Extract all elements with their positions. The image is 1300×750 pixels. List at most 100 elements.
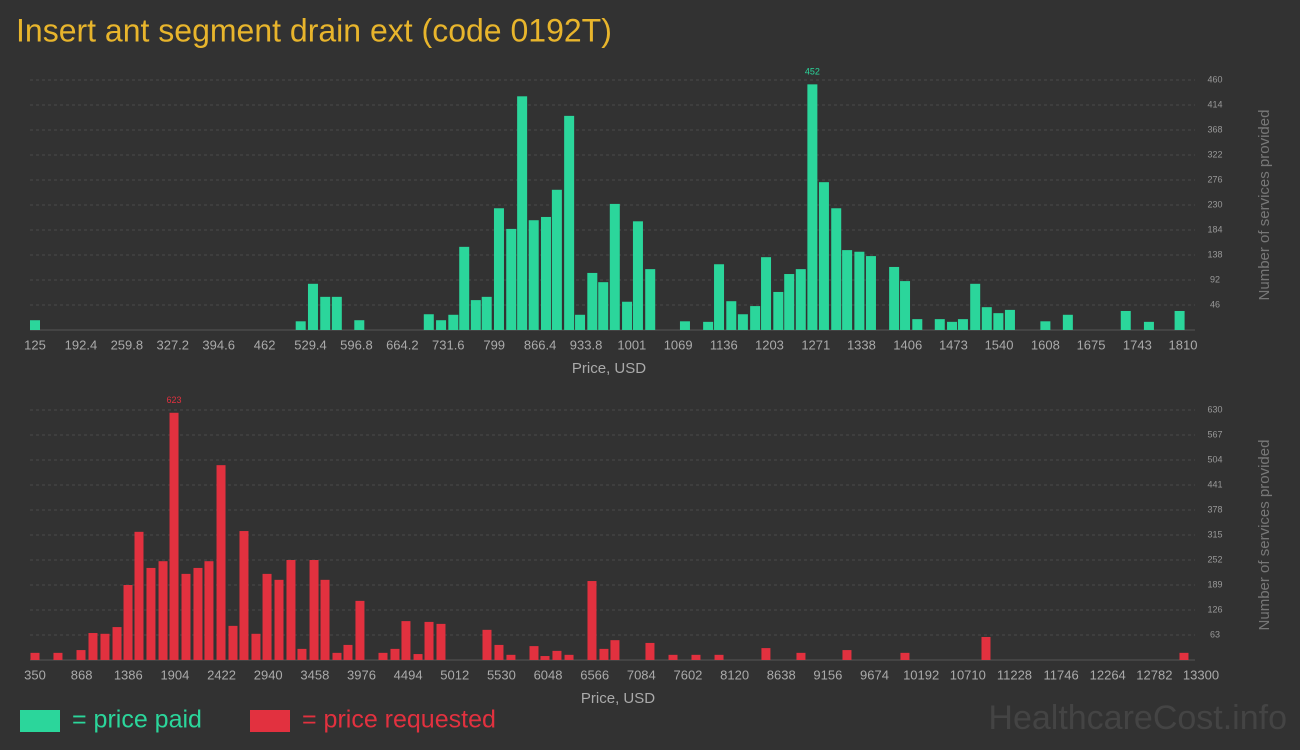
x-tick-label: 6048: [534, 667, 563, 682]
bar: [320, 296, 331, 330]
bar: [134, 531, 144, 660]
x-tick-label: 1406: [893, 337, 922, 352]
bar: [262, 573, 272, 660]
y-tick-label: 368: [1207, 124, 1222, 134]
bar: [691, 654, 701, 660]
y-tick-label: 315: [1207, 529, 1222, 539]
bar: [761, 257, 772, 330]
bar: [912, 319, 923, 330]
y-tick-label: 441: [1207, 479, 1222, 489]
watermark: HealthcareCost.info: [988, 699, 1287, 737]
chart-title: Insert ant segment drain ext (code 0192T…: [16, 12, 612, 48]
value-label: 623: [167, 395, 182, 405]
bar: [807, 84, 818, 330]
x-tick-label: 8638: [767, 667, 796, 682]
legend-swatch: [20, 710, 60, 732]
bar: [112, 627, 122, 660]
bar: [750, 306, 761, 330]
bar: [957, 319, 968, 330]
bar: [517, 96, 528, 330]
bar: [146, 567, 156, 660]
bar: [598, 282, 609, 330]
bar: [239, 531, 249, 660]
bar: [424, 621, 434, 660]
y-tick-label: 460: [1207, 74, 1222, 84]
x-tick-label: 1608: [1031, 337, 1060, 352]
bar: [53, 652, 63, 660]
x-tick-label: 4494: [394, 667, 423, 682]
bar: [842, 250, 853, 330]
bar: [1120, 310, 1131, 330]
x-tick-label: 664.2: [386, 337, 419, 352]
bar: [610, 640, 620, 660]
x-tick-label: 1001: [617, 337, 646, 352]
x-tick-label: 12782: [1136, 667, 1172, 682]
bar: [169, 412, 179, 660]
bar: [506, 228, 517, 330]
bar: [818, 182, 829, 330]
x-tick-label: 9156: [813, 667, 842, 682]
bar: [1143, 321, 1154, 330]
y-tick-label: 189: [1207, 579, 1222, 589]
x-tick-label: 1810: [1169, 337, 1198, 352]
x-tick-label: 596.8: [340, 337, 373, 352]
bar: [470, 300, 481, 330]
bar: [703, 321, 714, 330]
bar: [575, 314, 586, 330]
y-axis-label: Number of services provided: [1256, 110, 1273, 301]
x-tick-label: 529.4: [294, 337, 327, 352]
y-tick-label: 46: [1210, 299, 1220, 309]
y-axis-label: Number of services provided: [1256, 440, 1273, 631]
bar: [309, 560, 319, 660]
y-tick-label: 322: [1207, 149, 1222, 159]
x-tick-label: 12264: [1090, 667, 1126, 682]
bar: [970, 283, 981, 330]
x-tick-label: 394.6: [202, 337, 235, 352]
x-tick-label: 125: [24, 337, 46, 352]
bar: [714, 654, 724, 660]
bar: [343, 644, 353, 660]
y-tick-label: 230: [1207, 199, 1222, 209]
bar: [286, 560, 296, 660]
x-tick-label: 1136: [710, 337, 738, 352]
y-tick-label: 126: [1207, 604, 1222, 614]
y-tick-label: 630: [1207, 404, 1222, 414]
bar: [842, 650, 852, 660]
bar: [423, 314, 434, 330]
x-tick-label: 1473: [939, 337, 968, 352]
x-tick-label: 13300: [1183, 667, 1219, 682]
x-axis-label: Price, USD: [572, 360, 646, 377]
bar: [1062, 314, 1073, 330]
bar: [1179, 652, 1189, 660]
y-tick-label: 414: [1207, 99, 1222, 109]
bar: [679, 321, 690, 330]
bar: [413, 654, 423, 660]
y-tick-label: 567: [1207, 429, 1222, 439]
bar: [216, 465, 226, 660]
bar: [307, 283, 318, 330]
x-tick-label: 1203: [755, 337, 784, 352]
bar: [332, 652, 342, 660]
bar: [726, 301, 737, 330]
x-tick-label: 1743: [1123, 337, 1152, 352]
bar: [482, 629, 492, 660]
bar: [714, 264, 725, 330]
x-tick-label: 933.8: [570, 337, 603, 352]
legend-swatch: [250, 710, 290, 732]
x-tick-label: 731.6: [432, 337, 465, 352]
bar: [320, 579, 330, 660]
x-tick-label: 1271: [801, 337, 830, 352]
x-tick-label: 11746: [1043, 667, 1078, 682]
bar: [448, 314, 459, 330]
y-tick-label: 92: [1210, 274, 1220, 284]
x-tick-label: 259.8: [111, 337, 144, 352]
x-tick-label: 3458: [300, 667, 329, 682]
bar: [540, 216, 551, 330]
bar: [865, 256, 876, 330]
x-tick-label: 5530: [487, 667, 516, 682]
bar: [251, 633, 261, 660]
bar: [1004, 309, 1015, 330]
bar: [564, 115, 575, 330]
bar: [354, 320, 365, 330]
bar: [193, 567, 203, 660]
